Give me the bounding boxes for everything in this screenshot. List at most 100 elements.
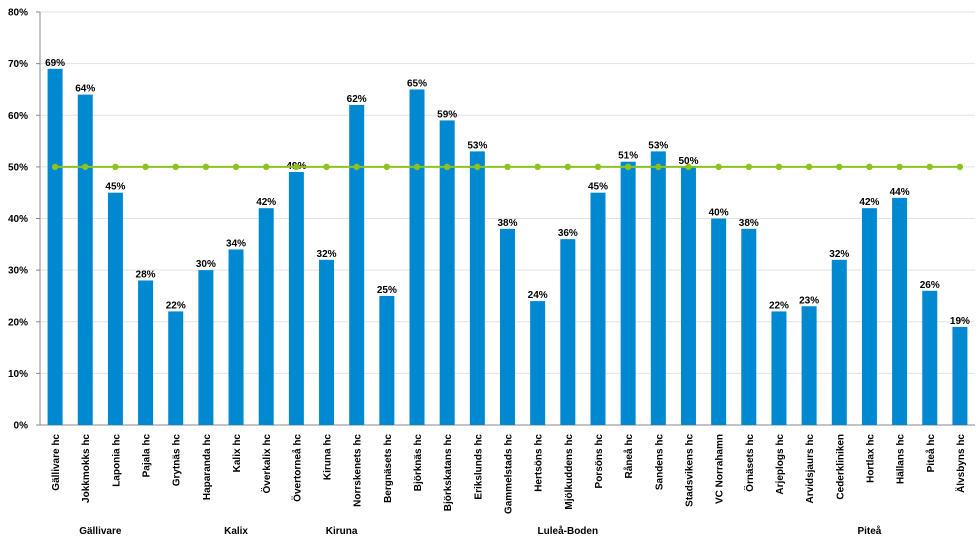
x-tick-label: Arjeplogs hc xyxy=(775,434,786,495)
value-label: 42% xyxy=(859,197,879,208)
bar xyxy=(439,120,455,425)
target-point xyxy=(293,163,300,171)
bar xyxy=(47,68,63,425)
target-point xyxy=(775,163,783,171)
x-tick-label: Stadsvikens hc xyxy=(684,434,695,507)
target-point xyxy=(534,163,541,171)
value-label: 38% xyxy=(739,218,759,229)
bar xyxy=(198,270,214,425)
target-point xyxy=(353,163,360,171)
target-point xyxy=(594,163,602,171)
value-label: 53% xyxy=(467,140,487,151)
target-point xyxy=(745,163,752,171)
bar xyxy=(771,311,787,425)
y-tick-label: 10% xyxy=(8,369,28,380)
target-point xyxy=(202,163,210,171)
target-point xyxy=(805,163,813,171)
x-tick-label: Älvsbyns hc xyxy=(954,434,967,493)
value-label: 45% xyxy=(588,182,608,193)
x-tick-label: Piteå hc xyxy=(925,434,937,473)
x-tick-label: Örnäsets hc xyxy=(743,434,756,492)
y-tick-label: 80% xyxy=(8,8,28,19)
group-label: Piteå xyxy=(857,525,881,537)
bar xyxy=(288,172,304,425)
x-tick-label: Kiruna hc xyxy=(323,434,334,481)
value-label: 42% xyxy=(256,197,276,208)
target-point xyxy=(383,163,391,171)
value-label: 53% xyxy=(648,140,668,151)
value-label: 44% xyxy=(890,187,910,198)
value-label: 22% xyxy=(166,300,186,311)
x-tick-label: Råneå hc xyxy=(623,434,635,479)
value-label: 22% xyxy=(769,300,789,311)
group-label: Luleå-Boden xyxy=(538,525,599,537)
bar xyxy=(620,161,636,425)
bar xyxy=(861,208,877,425)
target-point xyxy=(926,163,933,171)
value-label: 32% xyxy=(317,249,337,260)
x-tick-label: Övertorneå hc xyxy=(290,434,303,502)
y-tick-label: 40% xyxy=(8,214,28,225)
x-tick-label: Hällans hc xyxy=(896,434,907,484)
y-tick-label: 50% xyxy=(8,162,28,173)
target-point xyxy=(51,163,59,171)
value-label: 34% xyxy=(226,238,246,249)
x-tick-label: Björkskatans hc xyxy=(443,434,454,512)
value-label: 19% xyxy=(950,316,970,327)
target-point xyxy=(715,163,722,171)
target-point xyxy=(413,163,421,171)
bar xyxy=(107,192,123,425)
x-tick-label: Pajala hc xyxy=(142,434,153,478)
target-point xyxy=(655,163,662,171)
value-label: 30% xyxy=(196,259,216,270)
bar xyxy=(77,94,93,425)
value-label: 28% xyxy=(136,269,156,280)
bar xyxy=(349,104,365,426)
target-point xyxy=(956,163,964,171)
target-point xyxy=(82,163,89,171)
y-tick-label: 20% xyxy=(8,317,28,328)
bar xyxy=(892,197,908,425)
x-tick-label: Björknäs hc xyxy=(413,434,424,492)
bar xyxy=(258,208,274,425)
value-label: 65% xyxy=(407,78,427,89)
bar xyxy=(560,239,576,425)
value-label: 59% xyxy=(437,109,457,120)
target-point xyxy=(474,163,481,171)
bar xyxy=(319,259,335,425)
target-point xyxy=(112,163,119,171)
value-label: 32% xyxy=(829,249,849,260)
target-point xyxy=(896,163,903,171)
target-point xyxy=(323,163,330,171)
target-point xyxy=(866,163,873,171)
bar xyxy=(801,306,817,425)
x-tick-label: Överkalix hc xyxy=(260,434,273,494)
x-tick-label: Erikslunds hc xyxy=(473,434,484,500)
y-tick-label: 70% xyxy=(8,59,28,70)
bar xyxy=(650,151,666,425)
group-label: Kiruna xyxy=(326,526,358,537)
target-point xyxy=(443,163,451,171)
value-label: 23% xyxy=(799,295,819,306)
value-label: 26% xyxy=(920,280,940,291)
target-point xyxy=(504,163,511,171)
x-tick-label: Jokkmokks hc xyxy=(81,434,92,503)
x-tick-label: Hertsöns hc xyxy=(534,434,545,492)
value-label: 62% xyxy=(347,94,367,105)
y-tick-label: 60% xyxy=(8,111,28,122)
value-label: 50% xyxy=(678,156,698,167)
bar xyxy=(530,301,546,425)
x-tick-label: Cederkliniken xyxy=(835,434,846,500)
bar xyxy=(680,166,696,425)
x-tick-label: Bergnäsets hc xyxy=(383,434,394,503)
bar xyxy=(409,89,425,425)
bar xyxy=(228,249,244,425)
value-label: 69% xyxy=(45,58,65,69)
group-label: Gällivare xyxy=(79,526,122,537)
value-label: 38% xyxy=(497,218,517,229)
target-point xyxy=(836,163,843,171)
x-tick-label: Norrskenets hc xyxy=(353,434,364,507)
y-tick-label: 0% xyxy=(14,421,29,432)
x-tick-label: Arvidsjaurs hc xyxy=(805,434,816,504)
